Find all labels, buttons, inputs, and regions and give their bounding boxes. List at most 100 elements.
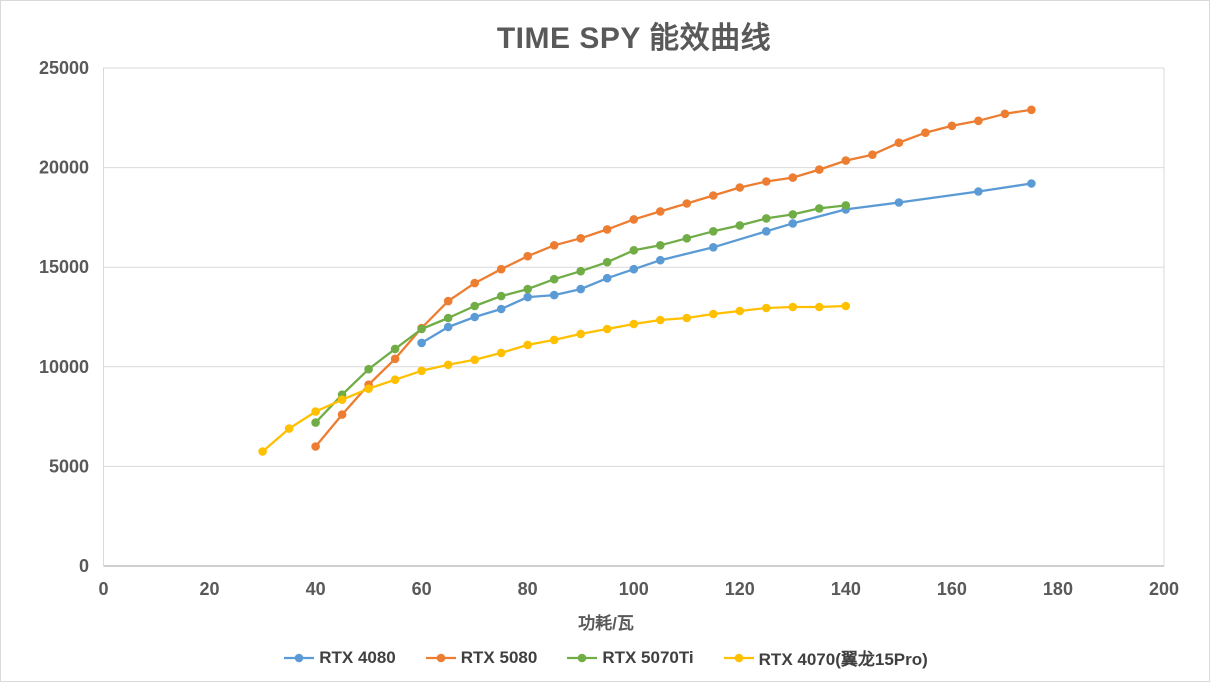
- data-point: [629, 215, 639, 224]
- chart-legend: RTX 4080 RTX 5080 RTX 5070Ti RTX 4070(翼龙15P…: [1, 645, 1209, 670]
- series-markers-rtx-5070ti: [311, 201, 851, 427]
- data-point: [470, 301, 480, 311]
- data-point: [443, 296, 453, 306]
- data-point: [709, 191, 718, 200]
- data-point: [523, 292, 532, 302]
- data-point: [496, 304, 506, 314]
- x-tick-label: 120: [725, 579, 755, 599]
- series-line-rtx-4070-15pro: [261, 304, 846, 453]
- data-point: [629, 246, 639, 255]
- y-tick-label: 0: [79, 556, 89, 576]
- x-tick-label: 100: [619, 579, 649, 599]
- data-point: [629, 319, 639, 329]
- data-point: [390, 375, 400, 385]
- data-point: [523, 251, 532, 261]
- data-point: [470, 355, 480, 365]
- data-point: [841, 301, 851, 311]
- data-point: [602, 225, 612, 234]
- data-point: [815, 302, 824, 312]
- data-point: [1000, 109, 1010, 119]
- data-point: [576, 329, 585, 339]
- data-point: [443, 322, 453, 332]
- data-point: [311, 418, 320, 427]
- data-point: [788, 173, 798, 182]
- data-point: [947, 121, 957, 131]
- data-point: [629, 264, 639, 274]
- data-point: [523, 340, 532, 350]
- legend-marker-icon: [284, 653, 315, 662]
- y-tick-label: 25000: [39, 58, 89, 78]
- x-tick-label: 0: [98, 579, 108, 599]
- series-markers-rtx-4070-15pro: [258, 301, 851, 456]
- data-point: [496, 264, 506, 274]
- legend-label: RTX 5070Ti: [602, 647, 694, 667]
- data-point: [602, 257, 612, 267]
- data-point: [470, 312, 480, 322]
- data-point: [894, 198, 904, 207]
- data-point: [788, 302, 798, 312]
- data-point: [788, 219, 798, 228]
- series-line-rtx-5080: [314, 108, 1032, 448]
- data-point: [390, 344, 400, 354]
- data-point: [602, 324, 612, 334]
- data-point: [735, 306, 745, 316]
- x-tick-label: 140: [831, 579, 861, 599]
- data-point: [868, 150, 877, 159]
- plot-border: [103, 67, 1165, 566]
- legend-label: RTX 4080: [319, 647, 396, 667]
- x-tick-label: 180: [1043, 579, 1073, 599]
- x-tick-label: 20: [200, 579, 220, 599]
- data-point: [311, 442, 320, 451]
- data-point: [656, 255, 665, 265]
- data-point: [974, 187, 983, 196]
- data-point: [549, 335, 559, 345]
- series-markers-rtx-5080: [311, 105, 1036, 451]
- legend-marker-icon: [425, 653, 456, 662]
- data-point: [417, 366, 426, 376]
- data-point: [682, 199, 692, 208]
- data-point: [1027, 105, 1036, 115]
- data-point: [390, 354, 400, 364]
- x-tick-label: 80: [518, 579, 538, 599]
- data-point: [337, 410, 347, 419]
- chart-title: TIME SPY 能效曲线: [496, 22, 772, 55]
- data-point: [815, 165, 824, 174]
- data-point: [762, 227, 771, 236]
- data-point: [284, 424, 294, 433]
- data-point: [921, 128, 930, 137]
- data-point: [258, 447, 267, 456]
- legend-label: RTX 4070(翼龙15Pro): [758, 650, 928, 669]
- data-point: [549, 274, 559, 284]
- data-point: [974, 116, 983, 126]
- data-point: [894, 138, 904, 147]
- data-point: [709, 243, 718, 252]
- data-point: [602, 273, 612, 283]
- data-point: [417, 338, 426, 348]
- legend-item-rtx-5070ti: RTX 5070Ti: [567, 647, 694, 668]
- data-point: [576, 266, 585, 276]
- data-point: [735, 221, 745, 230]
- data-point: [337, 395, 347, 405]
- data-point: [841, 156, 851, 165]
- data-point: [549, 290, 559, 300]
- data-point: [364, 364, 373, 374]
- data-point: [656, 315, 665, 325]
- series-markers-rtx-4080: [417, 179, 1036, 348]
- data-point: [656, 207, 665, 216]
- y-tick-label: 15000: [39, 257, 89, 277]
- data-point: [762, 303, 771, 313]
- data-point: [364, 384, 373, 394]
- data-point: [682, 234, 692, 243]
- data-point: [762, 177, 771, 186]
- x-axis-title: 功耗/瓦: [578, 614, 634, 633]
- data-point: [788, 210, 798, 219]
- data-point: [735, 183, 745, 192]
- data-point: [576, 284, 585, 294]
- legend-label: RTX 5080: [460, 647, 538, 667]
- x-tick-label: 160: [937, 579, 967, 599]
- data-point: [682, 313, 692, 323]
- legend-marker-icon: [567, 653, 598, 662]
- y-tick-label: 5000: [49, 456, 89, 476]
- x-tick-label: 60: [412, 579, 432, 599]
